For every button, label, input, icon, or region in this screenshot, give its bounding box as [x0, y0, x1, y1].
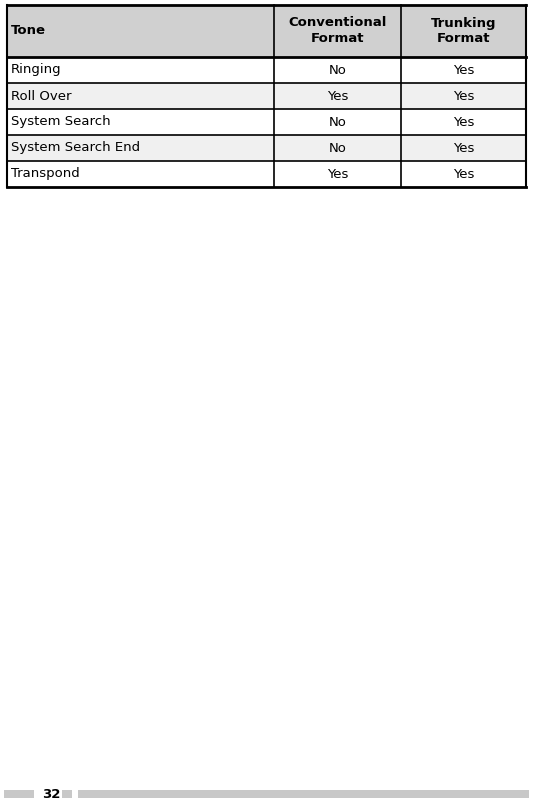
Text: System Search: System Search — [11, 115, 111, 128]
Text: Ringing: Ringing — [11, 63, 62, 76]
Text: Yes: Yes — [453, 168, 474, 180]
Text: Yes: Yes — [327, 168, 349, 180]
Text: Transpond: Transpond — [11, 168, 80, 180]
Polygon shape — [4, 790, 34, 798]
Text: 32: 32 — [42, 788, 60, 800]
Polygon shape — [7, 109, 526, 135]
Text: Tone: Tone — [11, 25, 46, 38]
Polygon shape — [62, 790, 72, 798]
Text: Yes: Yes — [453, 63, 474, 76]
Polygon shape — [7, 83, 526, 109]
Polygon shape — [7, 57, 526, 83]
Text: System Search End: System Search End — [11, 141, 140, 155]
Text: Conventional
Format: Conventional Format — [289, 17, 387, 46]
Text: No: No — [329, 63, 347, 76]
Text: Yes: Yes — [453, 141, 474, 155]
Polygon shape — [78, 790, 529, 798]
Polygon shape — [7, 5, 526, 57]
Text: Yes: Yes — [327, 90, 349, 103]
Text: No: No — [329, 141, 347, 155]
Polygon shape — [7, 161, 526, 187]
Text: Roll Over: Roll Over — [11, 90, 71, 103]
Text: Yes: Yes — [453, 115, 474, 128]
Text: Trunking
Format: Trunking Format — [431, 17, 496, 46]
Polygon shape — [7, 135, 526, 161]
Text: No: No — [329, 115, 347, 128]
Text: Yes: Yes — [453, 90, 474, 103]
